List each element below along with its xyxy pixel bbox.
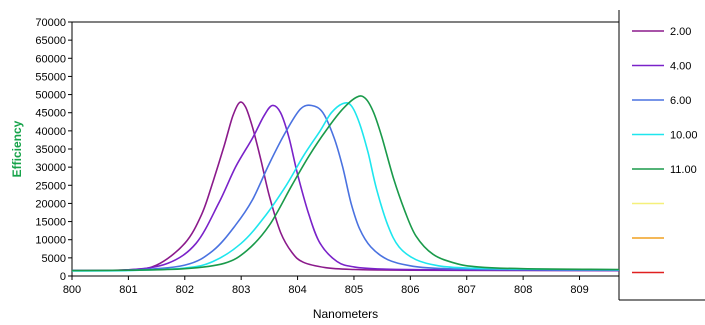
x-tick-label: 805 — [345, 284, 363, 296]
x-tick-label: 800 — [63, 284, 81, 296]
legend-label: 2.00 — [670, 26, 691, 38]
legend-label: 11.00 — [670, 164, 697, 176]
series-line — [72, 101, 619, 272]
y-tick-label: 10000 — [35, 235, 66, 247]
x-tick-label: 802 — [176, 284, 194, 296]
series-line — [72, 101, 619, 272]
x-tick-label: 801 — [119, 284, 137, 296]
x-axis-title: Nanometers — [313, 307, 378, 321]
series-line — [72, 104, 619, 272]
y-tick-label: 55000 — [35, 71, 66, 83]
y-tick-label: 25000 — [35, 180, 66, 192]
x-tick-label: 804 — [288, 284, 306, 296]
series-line — [72, 95, 619, 272]
x-tick-label: 808 — [514, 284, 532, 296]
y-tick-label: 65000 — [35, 35, 66, 47]
y-tick-label: 5000 — [42, 253, 66, 265]
legend-label: 10.00 — [670, 130, 698, 142]
y-tick-label: 30000 — [35, 162, 66, 174]
y-tick-label: 60000 — [35, 53, 66, 65]
x-tick-label: 803 — [232, 284, 250, 296]
x-tick-label: 806 — [401, 284, 419, 296]
y-tick-label: 35000 — [35, 144, 66, 156]
y-tick-label: 40000 — [35, 126, 66, 138]
legend-label: 4.00 — [670, 61, 691, 73]
y-tick-label: 45000 — [35, 108, 66, 120]
y-tick-label: 50000 — [35, 90, 66, 102]
x-tick-label: 809 — [570, 284, 588, 296]
x-tick-label: 807 — [458, 284, 476, 296]
y-tick-label: 0 — [60, 271, 66, 283]
legend-label: 6.00 — [670, 95, 691, 107]
y-tick-label: 15000 — [35, 217, 66, 229]
y-tick-label: 20000 — [35, 198, 66, 210]
y-axis-title: Efficiency — [10, 120, 24, 177]
series-line — [72, 104, 619, 272]
y-tick-label: 70000 — [35, 17, 66, 29]
